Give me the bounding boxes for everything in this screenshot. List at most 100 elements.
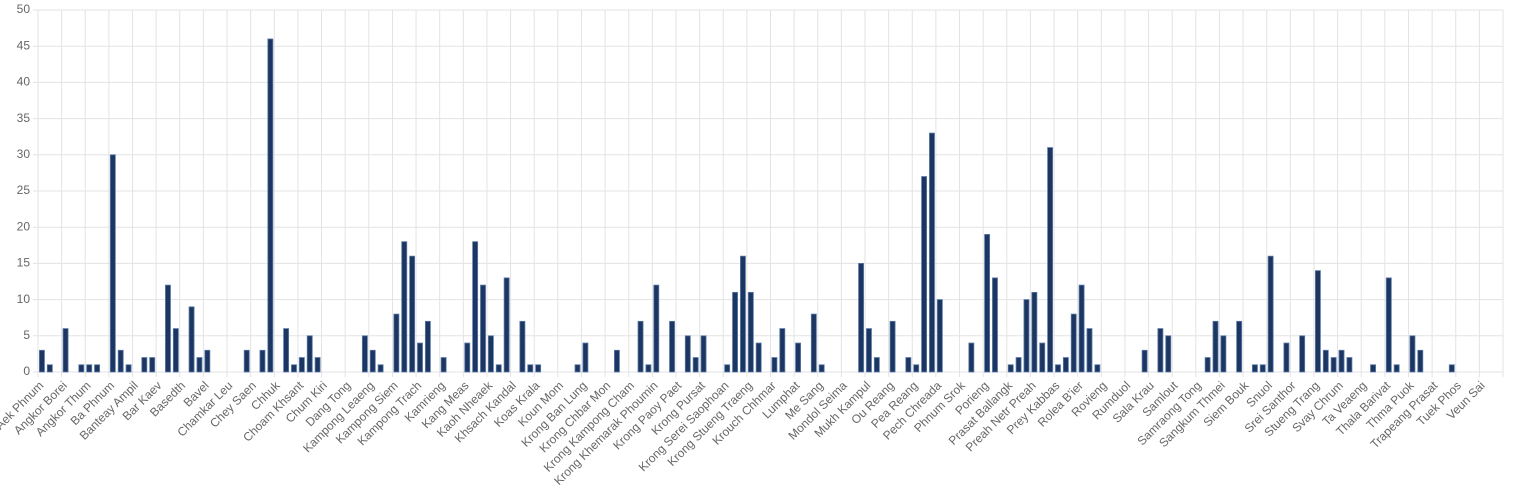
bar [46, 364, 53, 373]
bar [1322, 349, 1329, 373]
bar [291, 364, 297, 373]
bar [724, 364, 731, 373]
y-tick-label: 30 [17, 147, 31, 161]
y-tick-label: 5 [23, 328, 30, 342]
bar [669, 320, 675, 373]
bar [1330, 357, 1337, 373]
bar [1031, 291, 1038, 373]
bar [464, 342, 471, 373]
bar [86, 364, 93, 373]
bar [1070, 313, 1077, 373]
bar [165, 284, 171, 373]
bar [1338, 349, 1345, 373]
bar [172, 328, 179, 373]
bar [1023, 299, 1030, 373]
bar [1204, 357, 1211, 373]
bar [527, 364, 534, 373]
bar [795, 342, 801, 373]
bar [1236, 320, 1243, 373]
bar [889, 320, 896, 373]
bar [818, 364, 825, 373]
bar [905, 357, 912, 373]
bar [188, 306, 195, 373]
bar [1314, 270, 1321, 373]
bar [495, 364, 502, 373]
bar [1015, 357, 1022, 373]
bar [487, 335, 494, 373]
bar [1259, 364, 1266, 373]
bar [369, 349, 376, 373]
bar [1157, 328, 1164, 373]
bar [204, 349, 211, 373]
bar [401, 241, 408, 373]
bar [503, 277, 510, 373]
y-tick-label: 25 [17, 183, 31, 197]
bar [1047, 147, 1054, 373]
bar [62, 328, 69, 373]
bar [873, 357, 880, 373]
y-tick-label: 45 [17, 38, 31, 52]
bar [417, 342, 423, 373]
bar [1062, 357, 1069, 373]
bar [1299, 335, 1306, 373]
bar [1055, 364, 1061, 373]
bar [243, 349, 250, 373]
bar [582, 342, 589, 373]
bar [306, 335, 313, 373]
bar [117, 349, 124, 373]
bar [921, 176, 928, 373]
bar [109, 154, 116, 373]
bar [440, 357, 447, 373]
bar [1086, 328, 1093, 373]
bar [913, 364, 920, 373]
bar [684, 335, 691, 373]
bar [1385, 277, 1392, 373]
bar [936, 299, 943, 373]
bar [1007, 364, 1014, 373]
bar [1448, 364, 1455, 373]
bar [574, 364, 581, 373]
bar [653, 284, 660, 373]
bar [1417, 349, 1424, 373]
bar [732, 291, 738, 373]
bar [645, 364, 652, 373]
bar [747, 291, 754, 373]
bar [779, 328, 786, 373]
y-tick-label: 50 [17, 2, 31, 16]
bar [929, 132, 935, 373]
bar [424, 320, 431, 373]
bar [149, 357, 156, 373]
bar [1267, 255, 1274, 373]
bar [94, 364, 100, 373]
bar [637, 320, 644, 373]
bar [409, 255, 416, 373]
bar [480, 284, 486, 373]
bar [1393, 364, 1400, 373]
bar [125, 364, 132, 373]
bar [858, 262, 864, 373]
bar [377, 364, 384, 373]
bar [866, 328, 872, 373]
bar [298, 357, 305, 373]
bar [1078, 284, 1085, 373]
bar [1039, 342, 1046, 373]
y-tick-label: 15 [17, 256, 31, 270]
bar [283, 328, 290, 373]
bar [984, 234, 991, 373]
bar [39, 349, 45, 373]
bar [1409, 335, 1416, 373]
y-tick-label: 35 [17, 111, 31, 125]
bar [771, 357, 778, 373]
bar [259, 349, 266, 373]
bar [1212, 320, 1219, 373]
bar [196, 357, 203, 373]
bar [78, 364, 85, 373]
bar [692, 357, 699, 373]
bar [613, 349, 620, 373]
bar [755, 342, 762, 373]
bar [519, 320, 526, 373]
bar [1283, 342, 1290, 373]
y-tick-label: 20 [17, 219, 31, 233]
bar [1220, 335, 1227, 373]
